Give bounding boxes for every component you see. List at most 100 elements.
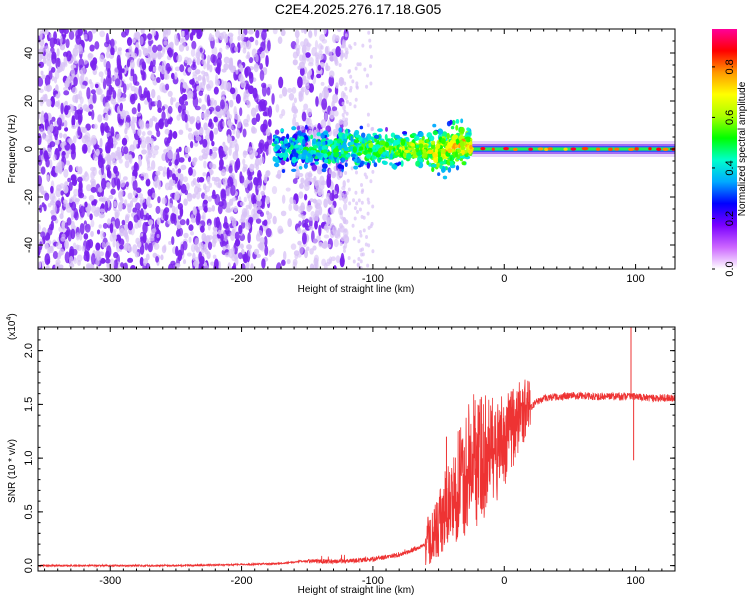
spectrogram-signal-cell (354, 129, 360, 136)
spectrogram-noise-cell (186, 218, 190, 226)
spectrogram-noise-cell (289, 196, 294, 205)
spectrogram-noise-cell (247, 248, 252, 257)
spectrogram-noise-cell (247, 146, 253, 153)
spectrogram-noise-cell (301, 44, 307, 55)
spectrogram-noise-cell (184, 29, 190, 41)
spectrogram-noise-cell (77, 29, 84, 37)
spectrogram-noise-cell (44, 242, 49, 250)
spectrogram-noise-cell (250, 263, 254, 269)
spectrogram-noise-cell (266, 212, 273, 220)
spectrogram-signal-cell (447, 167, 452, 173)
snr-y-tick-label: 0.5 (23, 504, 35, 519)
spectrogram-noise-cell (314, 40, 319, 50)
spectrogram-noise-cell (186, 252, 192, 257)
spectrogram-noise-cell (207, 222, 211, 231)
spectrogram-noise-cell (260, 190, 265, 196)
spectrogram-noise-cell (234, 238, 241, 247)
spectrogram-signal-cell (338, 127, 343, 133)
spectrogram-noise-cell (315, 204, 319, 209)
spectrogram-signal-cell (293, 152, 299, 158)
spectrogram-signal-cell (398, 149, 402, 154)
spectrogram-noise-cell (296, 227, 302, 234)
spectrogram-noise-cell (257, 48, 262, 55)
spectrogram-noise-cell (116, 178, 121, 191)
spectrogram-noise-cell (341, 216, 345, 221)
spectrogram-noise-cell (38, 261, 42, 269)
spectrogram-signal-cell (403, 149, 410, 154)
spectrogram-noise-cell (313, 129, 317, 138)
spectrogram-noise-cell (207, 241, 213, 250)
spectrogram-noise-cell (165, 83, 170, 91)
spectrogram-noise-cell (78, 166, 83, 175)
spectrogram-noise-cell (346, 178, 350, 183)
spectrogram-signal-cell (439, 161, 445, 165)
spectrogram-noise-cell (255, 104, 259, 113)
spectrogram-noise-cell (323, 234, 330, 239)
spectrogram-noise-cell (186, 92, 191, 100)
spectrogram-signal-cell (304, 124, 308, 130)
carrier-peak (503, 146, 509, 151)
spectrogram-noise-cell (51, 54, 57, 65)
spectrogram-noise-cell (315, 207, 320, 217)
snr-plot-area (38, 327, 675, 571)
spectrogram-noise-cell (145, 253, 150, 261)
spectrogram-noise-cell (240, 35, 245, 42)
spectrogram-noise-cell (367, 200, 371, 205)
spectrogram-noise-cell (272, 29, 278, 35)
spectrogram-noise-cell (144, 99, 149, 105)
spectrogram-noise-cell (354, 170, 358, 175)
spectrogram-noise-cell (206, 94, 211, 107)
spectrogram-noise-cell (68, 197, 74, 204)
carrier-peak (547, 147, 553, 151)
spectrogram-y-axis-label: Frequency (Hz) (7, 115, 18, 184)
spectrogram-noise-cell (103, 121, 109, 132)
spectrogram-noise-cell (102, 222, 108, 229)
carrier-peak (614, 147, 620, 151)
spectrogram-noise-cell (195, 135, 202, 142)
spectrogram-signal-cell (455, 138, 460, 145)
spectrogram-noise-cell (81, 135, 88, 144)
spectrogram-noise-cell (98, 212, 105, 219)
spectrogram-noise-cell (123, 223, 129, 232)
spectrogram-noise-cell (223, 63, 229, 71)
spectrogram-noise-cell (45, 84, 52, 92)
spectrogram-noise-cell (233, 106, 237, 116)
spectrogram-noise-cell (110, 152, 116, 162)
spectrogram-noise-cell (138, 158, 142, 167)
spectrogram-noise-cell (94, 41, 100, 50)
spectrogram-noise-cell (59, 43, 66, 51)
spectrogram-noise-cell (227, 176, 234, 187)
spectrogram-noise-cell (203, 243, 208, 249)
spectrogram-signal-cell (425, 138, 430, 143)
spectrogram-noise-cell (354, 190, 358, 195)
carrier-peak (544, 147, 549, 151)
spectrogram-noise-cell (117, 88, 122, 98)
spectrogram-noise-cell (184, 113, 188, 123)
spectrogram-noise-cell (333, 194, 339, 199)
spectrogram-noise-cell (318, 224, 322, 237)
spectrogram-signal-cell (302, 149, 308, 156)
spectrogram-noise-cell (308, 30, 313, 39)
spectrogram-noise-cell (39, 30, 43, 41)
spectrogram-noise-cell (244, 222, 251, 230)
spectrogram-signal-cell (367, 147, 373, 153)
spectrogram-noise-cell (203, 247, 208, 253)
spectrogram-noise-cell (104, 258, 111, 264)
spectrogram-noise-cell (155, 255, 159, 263)
spectrogram-noise-cell (314, 179, 321, 190)
spectrogram-noise-cell (234, 148, 238, 156)
spectrogram-noise-cell (119, 96, 123, 102)
spectrogram-noise-cell (178, 157, 185, 163)
spectrogram-noise-cell (183, 198, 188, 206)
spectrogram-noise-cell (247, 29, 254, 35)
spectrogram-noise-cell (255, 29, 260, 39)
spectrogram-noise-cell (113, 259, 118, 269)
spectrogram-noise-cell (90, 166, 96, 172)
spectrogram-noise-cell (120, 110, 124, 120)
spectrogram-noise-cell (153, 117, 158, 123)
spectrogram-noise-cell (297, 76, 303, 89)
spectrogram-noise-cell (303, 249, 309, 259)
spectrogram-signal-cell (352, 146, 357, 153)
spectrogram-noise-cell (130, 93, 136, 105)
colorbar-ticks: 0.0 0.2 0.4 0.6 0.8 (712, 59, 736, 277)
